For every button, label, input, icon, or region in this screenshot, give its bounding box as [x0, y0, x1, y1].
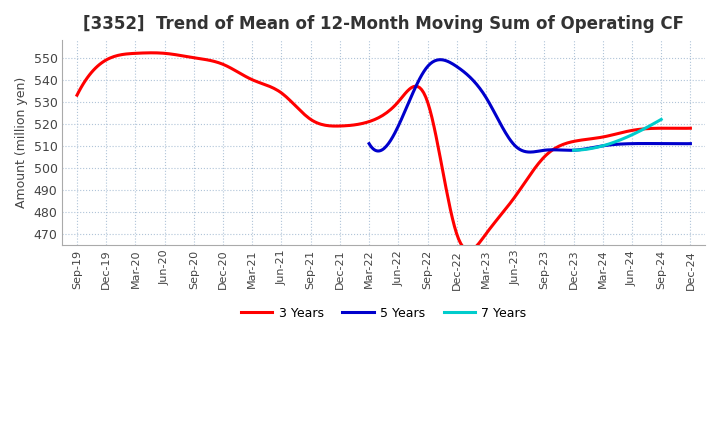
3 Years: [450, 224, 459, 229]
Line: 7 Years: 7 Years: [574, 119, 661, 150]
7 Years: [657, 117, 665, 122]
Line: 3 Years: 3 Years: [77, 53, 690, 250]
5 Years: [436, 57, 444, 62]
3 Years: [633, 127, 642, 132]
5 Years: [638, 141, 647, 146]
5 Years: [366, 143, 374, 148]
3 Years: [147, 50, 156, 55]
Y-axis label: Amount (million yen): Amount (million yen): [15, 77, 28, 208]
5 Years: [658, 141, 667, 146]
7 Years: [570, 147, 578, 153]
Legend: 3 Years, 5 Years, 7 Years: 3 Years, 5 Years, 7 Years: [236, 302, 531, 325]
3 Years: [594, 135, 603, 140]
Line: 5 Years: 5 Years: [369, 60, 690, 152]
3 Years: [438, 165, 446, 171]
7 Years: [649, 121, 657, 127]
7 Years: [570, 147, 578, 153]
5 Years: [686, 141, 695, 146]
5 Years: [526, 150, 535, 155]
3 Years: [464, 248, 473, 253]
3 Years: [75, 88, 84, 94]
7 Years: [621, 135, 630, 140]
Title: [3352]  Trend of Mean of 12-Month Moving Sum of Operating CF: [3352] Trend of Mean of 12-Month Moving …: [84, 15, 684, 33]
5 Years: [365, 141, 374, 146]
7 Years: [623, 134, 631, 139]
5 Years: [558, 147, 567, 153]
7 Years: [621, 135, 630, 140]
3 Years: [440, 176, 449, 181]
5 Years: [557, 147, 566, 153]
5 Years: [564, 148, 572, 153]
7 Years: [643, 125, 652, 130]
3 Years: [73, 92, 81, 98]
3 Years: [686, 125, 695, 131]
